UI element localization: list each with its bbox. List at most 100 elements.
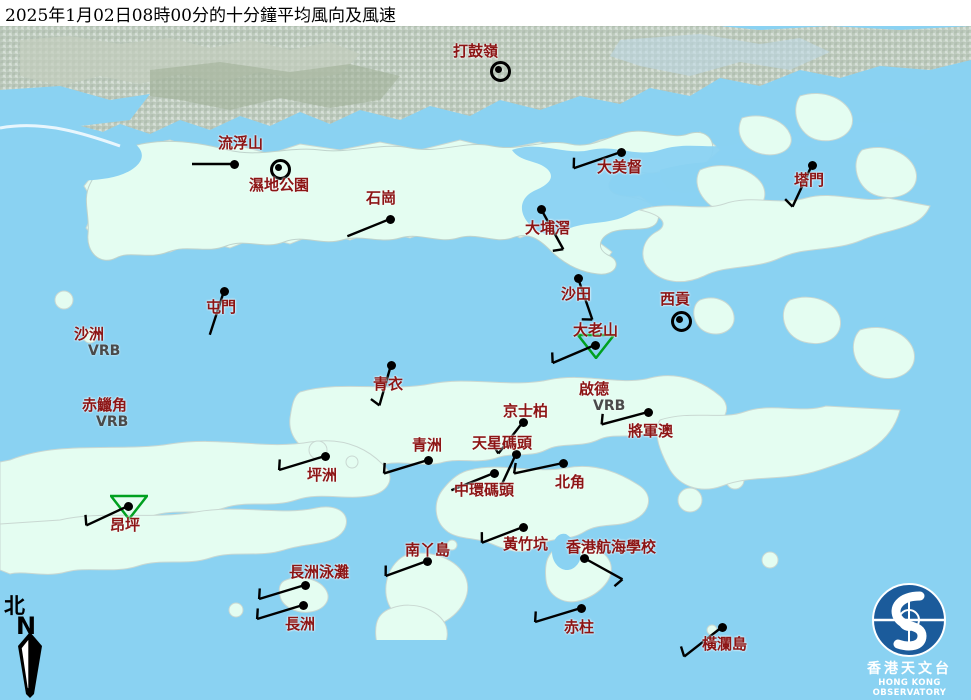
hko-emblem-icon <box>872 583 946 657</box>
station-label: 沙洲 <box>74 325 105 343</box>
small-islet-south <box>446 539 458 551</box>
wind-barb-icon <box>583 556 624 588</box>
wind-barb-icon <box>277 454 326 472</box>
station-label: 大美督 <box>597 158 643 176</box>
station-dot-icon <box>573 273 583 283</box>
station-label: 石崗 <box>366 189 397 207</box>
station-label: 天星碼頭 <box>472 434 533 452</box>
station-dot-icon <box>422 556 432 566</box>
wind-barb-icon <box>539 208 565 252</box>
station-label: 京士柏 <box>503 402 549 420</box>
wind-barb-icon <box>572 150 622 170</box>
wind-barb-icon <box>257 583 306 601</box>
station-dot-icon <box>807 160 817 170</box>
nw-islet <box>54 290 74 310</box>
station-label: 北角 <box>555 473 586 491</box>
wind-barb-icon <box>192 162 234 166</box>
deep-bay-inlet-left <box>0 86 150 126</box>
mirs-bay-haze <box>610 34 830 76</box>
compass-rose: 北 N <box>4 590 64 700</box>
wind-barb-icon <box>384 559 428 578</box>
highlight-triangle-icon <box>577 333 615 359</box>
highlight-triangle-icon <box>110 494 148 520</box>
deep-bay <box>0 117 142 192</box>
wind-barb-icon <box>533 606 582 624</box>
sai-kung-peninsula <box>638 195 931 283</box>
hko-name-cn: 香港天文台 <box>867 661 952 677</box>
boundary-line-deep-bay <box>0 124 121 148</box>
tung-lung-chau <box>677 487 703 513</box>
station-dot-icon <box>518 417 528 427</box>
station-dot-icon <box>219 286 229 296</box>
station-label: 橫瀾島 <box>702 635 748 653</box>
wind-barb-icon <box>382 458 429 475</box>
station-dot-icon <box>536 204 546 214</box>
title-bar: 2025年1月02日08時00分的十分鐘平均風向及風速 <box>0 0 971 26</box>
station-dot-icon <box>579 553 589 563</box>
wind-barb-icon <box>512 461 564 475</box>
repulse-bay-notch <box>552 533 581 571</box>
hko-name-en: HONG KONG OBSERVATORY <box>872 678 947 698</box>
se-islet <box>761 551 779 569</box>
station-label: 南丫島 <box>405 541 451 559</box>
tap-mun-island <box>738 115 792 156</box>
station-label: 青洲 <box>412 436 443 454</box>
station-label: 流浮山 <box>218 134 264 152</box>
sha-chau-islet <box>82 328 98 344</box>
station-label: 長洲泳灘 <box>289 563 350 581</box>
hei-ling-chau <box>345 455 359 469</box>
wind-barb-icon <box>499 453 518 488</box>
station-dot-icon <box>298 600 308 610</box>
wind-barb-icon <box>784 164 814 208</box>
east-island <box>855 146 917 198</box>
wind-barb-icon <box>480 525 524 544</box>
compass-label-en: N <box>16 612 37 640</box>
page-title: 2025年1月02日08時00分的十分鐘平均風向及風速 <box>5 6 396 26</box>
station-label: 中環碼頭 <box>454 481 515 499</box>
station-label: 赤柱 <box>564 618 595 636</box>
shek-kwu-chau <box>228 602 244 618</box>
station-label: 赤鱲角 <box>82 396 128 414</box>
station-label: 西貢 <box>660 290 691 308</box>
compass-label-cn: 北 <box>4 593 25 618</box>
station-dot-icon <box>643 407 653 417</box>
station-label: 沙田 <box>561 285 592 303</box>
station-label: 黃竹坑 <box>503 535 549 553</box>
hko-logo: 香港天文台 HONG KONG OBSERVATORY <box>848 582 971 700</box>
station-dot-icon <box>385 214 395 224</box>
sai-kung-islet <box>693 297 735 335</box>
station-label: 屯門 <box>206 298 237 316</box>
station-dot-icon <box>229 159 239 169</box>
vrb-label: VRB <box>96 414 129 430</box>
station-label: 打鼓嶺 <box>453 42 499 60</box>
clear-water-bay-peninsula <box>656 405 901 490</box>
station-label: 青衣 <box>373 375 404 393</box>
station-label: 塔門 <box>794 171 825 189</box>
station-dot-icon <box>123 501 133 511</box>
wind-barb-icon <box>370 364 393 407</box>
south-china-sea <box>0 640 971 700</box>
calm-marker-icon <box>670 310 692 332</box>
station-label: 坪洲 <box>307 466 338 484</box>
station-label: 昂坪 <box>110 516 141 534</box>
wind-barb-icon <box>551 343 596 365</box>
station-dot-icon <box>300 580 310 590</box>
station-dot-icon <box>518 522 528 532</box>
station-dot-icon <box>590 340 600 350</box>
station-dot-icon <box>511 449 521 459</box>
station-label: 大老山 <box>573 321 619 339</box>
northeast-island <box>795 92 854 142</box>
shenzhen-hills <box>150 62 400 110</box>
vrb-label: VRB <box>88 343 121 359</box>
station-label: 啟德 <box>579 380 610 398</box>
wind-barb-icon <box>84 504 129 527</box>
station-label: 大埔滘 <box>525 219 571 237</box>
station-dot-icon <box>717 622 727 632</box>
wind-barb-icon <box>491 421 524 455</box>
wind-barb-icon <box>679 626 723 658</box>
wind-barb-icon <box>208 290 226 336</box>
cheung-chau-island <box>278 577 329 613</box>
